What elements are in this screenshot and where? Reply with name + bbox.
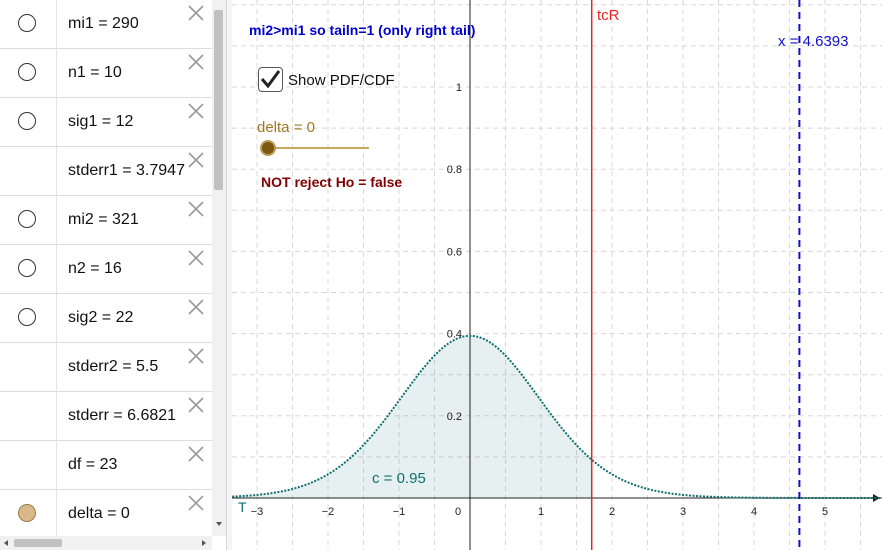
close-icon[interactable] bbox=[187, 4, 205, 22]
reject-text: NOT reject Ho = false bbox=[261, 174, 403, 190]
visibility-toggle[interactable] bbox=[18, 112, 36, 130]
algebra-expression[interactable]: stderr2 = 5.5 bbox=[68, 358, 159, 375]
y-tick-label: 0.4 bbox=[447, 329, 462, 341]
algebra-item[interactable]: n1 = 10 bbox=[0, 49, 212, 98]
algebra-item[interactable]: df = 23 bbox=[0, 441, 212, 490]
tail-text: mi2>mi1 so tailn=1 (only right tail) bbox=[249, 22, 476, 38]
row-gutter bbox=[56, 0, 57, 48]
y-tick-label: 0.2 bbox=[447, 411, 462, 423]
close-icon[interactable] bbox=[187, 200, 205, 218]
row-gutter bbox=[56, 392, 57, 440]
algebra-expression[interactable]: delta = 0 bbox=[68, 505, 130, 522]
graph-canvas[interactable]: −3 −2 −1 0 1 2 3 4 5 0.2 0.4 0.6 0.8 1 T bbox=[232, 0, 882, 550]
algebra-item[interactable]: delta = 0 bbox=[0, 490, 212, 536]
close-icon[interactable] bbox=[187, 494, 205, 512]
delta-slider-track[interactable] bbox=[268, 147, 369, 149]
close-icon[interactable] bbox=[187, 102, 205, 120]
algebra-expression[interactable]: mi2 = 321 bbox=[68, 211, 139, 228]
visibility-toggle[interactable] bbox=[18, 14, 36, 32]
close-icon[interactable] bbox=[187, 298, 205, 316]
x-tick-label: 1 bbox=[538, 506, 544, 518]
algebra-item[interactable]: stderr = 6.6821 bbox=[0, 392, 212, 441]
algebra-expression[interactable]: stderr = 6.6821 bbox=[68, 407, 177, 424]
algebra-item[interactable]: stderr1 = 3.7947 bbox=[0, 147, 212, 196]
x-tick-label: 4 bbox=[751, 506, 757, 518]
algebra-expression[interactable]: mi1 = 290 bbox=[68, 15, 139, 32]
checkbox-label[interactable]: Show PDF/CDF bbox=[288, 72, 395, 89]
c-label: c = 0.95 bbox=[372, 470, 426, 487]
visibility-toggle[interactable] bbox=[18, 63, 36, 81]
algebra-view: mi1 = 290 n1 = 10 sig1 = 12 stderr1 = 3.794… bbox=[0, 0, 212, 536]
horizontal-scrollbar[interactable] bbox=[0, 536, 212, 550]
close-icon[interactable] bbox=[187, 53, 205, 71]
x-tick-label: −1 bbox=[393, 506, 406, 518]
visibility-toggle[interactable] bbox=[18, 504, 36, 522]
row-gutter bbox=[56, 147, 57, 195]
x-line-label: x = 4.6393 bbox=[778, 33, 849, 50]
algebra-item[interactable]: stderr2 = 5.5 bbox=[0, 343, 212, 392]
visibility-toggle[interactable] bbox=[18, 210, 36, 228]
row-gutter bbox=[56, 245, 57, 293]
algebra-item[interactable]: mi1 = 290 bbox=[0, 0, 212, 49]
close-icon[interactable] bbox=[187, 249, 205, 267]
row-gutter bbox=[56, 343, 57, 391]
scroll-right-arrow-icon[interactable] bbox=[200, 539, 208, 547]
x-tick-label: 3 bbox=[680, 506, 686, 518]
panel-divider[interactable] bbox=[226, 0, 232, 550]
x-tick-label: 0 bbox=[455, 506, 461, 518]
vertical-scrollbar[interactable] bbox=[212, 0, 226, 536]
scroll-thumb[interactable] bbox=[214, 10, 223, 190]
row-gutter bbox=[56, 49, 57, 97]
x-tick-label: −3 bbox=[251, 506, 264, 518]
y-tick-label: 0.8 bbox=[447, 164, 462, 176]
row-gutter bbox=[56, 294, 57, 342]
y-tick-label: 1 bbox=[456, 82, 462, 94]
algebra-item[interactable]: mi2 = 321 bbox=[0, 196, 212, 245]
check-icon bbox=[260, 70, 281, 89]
scroll-left-arrow-icon[interactable] bbox=[2, 539, 10, 547]
x-axis-arrow-icon bbox=[873, 494, 880, 502]
slider-label: delta = 0 bbox=[257, 119, 315, 136]
algebra-expression[interactable]: stderr1 = 3.7947 bbox=[68, 162, 185, 179]
row-gutter bbox=[56, 196, 57, 244]
close-icon[interactable] bbox=[187, 445, 205, 463]
close-icon[interactable] bbox=[187, 347, 205, 365]
visibility-toggle[interactable] bbox=[18, 259, 36, 277]
close-icon[interactable] bbox=[187, 151, 205, 169]
x-tick-label: 5 bbox=[822, 506, 828, 518]
algebra-item[interactable]: sig1 = 12 bbox=[0, 98, 212, 147]
visibility-toggle[interactable] bbox=[18, 308, 36, 326]
algebra-expression[interactable]: df = 23 bbox=[68, 456, 118, 473]
T-label: T bbox=[238, 499, 247, 515]
algebra-item[interactable]: n2 = 16 bbox=[0, 245, 212, 294]
show-pdf-cdf-checkbox[interactable] bbox=[258, 67, 283, 92]
shaded-area bbox=[232, 335, 592, 498]
algebra-item[interactable]: sig2 = 22 bbox=[0, 294, 212, 343]
algebra-expression[interactable]: n2 = 16 bbox=[68, 260, 122, 277]
row-gutter bbox=[56, 441, 57, 489]
scroll-thumb[interactable] bbox=[14, 539, 62, 547]
graphics-view[interactable]: −3 −2 −1 0 1 2 3 4 5 0.2 0.4 0.6 0.8 1 T mi2>mi1 so ta… bbox=[232, 0, 882, 550]
tcR-label: tcR bbox=[597, 7, 620, 24]
algebra-expression[interactable]: sig1 = 12 bbox=[68, 113, 134, 130]
x-tick-label: 2 bbox=[609, 506, 615, 518]
algebra-expression[interactable]: sig2 = 22 bbox=[68, 309, 134, 326]
close-icon[interactable] bbox=[187, 396, 205, 414]
x-tick-label: −2 bbox=[322, 506, 335, 518]
delta-slider-knob[interactable] bbox=[260, 140, 276, 156]
scroll-down-arrow-icon[interactable] bbox=[215, 520, 223, 528]
y-tick-label: 0.6 bbox=[447, 246, 462, 258]
row-gutter bbox=[56, 98, 57, 146]
row-gutter bbox=[56, 490, 57, 536]
algebra-expression[interactable]: n1 = 10 bbox=[68, 64, 122, 81]
